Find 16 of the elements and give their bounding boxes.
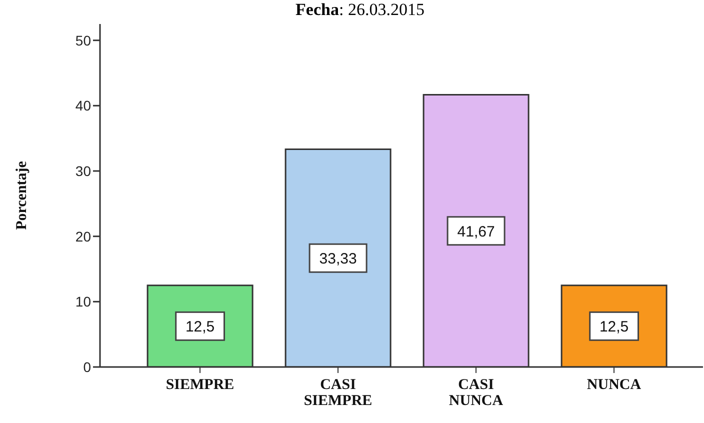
data-label: 12,5: [185, 318, 215, 336]
data-label: 41,67: [457, 223, 495, 240]
y-axis-title: Porcentaje: [14, 160, 30, 230]
data-label: 12,5: [599, 318, 629, 336]
data-label: 33,33: [319, 250, 357, 268]
x-tick-label: NUNCA: [586, 377, 642, 393]
y-tick-label: 50: [75, 32, 92, 48]
y-tick-label: 10: [75, 294, 92, 310]
x-tick-label: CASI SIEMPRE: [304, 377, 372, 409]
chart-title: Fecha: 26.03.2015: [294, 0, 426, 20]
y-tick-label: 20: [75, 228, 92, 244]
y-tick-label: 0: [83, 358, 92, 375]
x-tick-label: CASI NUNCA: [448, 377, 504, 409]
y-tick-label: 40: [75, 98, 92, 114]
x-tick-label: SIEMPRE: [166, 377, 234, 393]
y-tick-label: 30: [75, 162, 92, 179]
